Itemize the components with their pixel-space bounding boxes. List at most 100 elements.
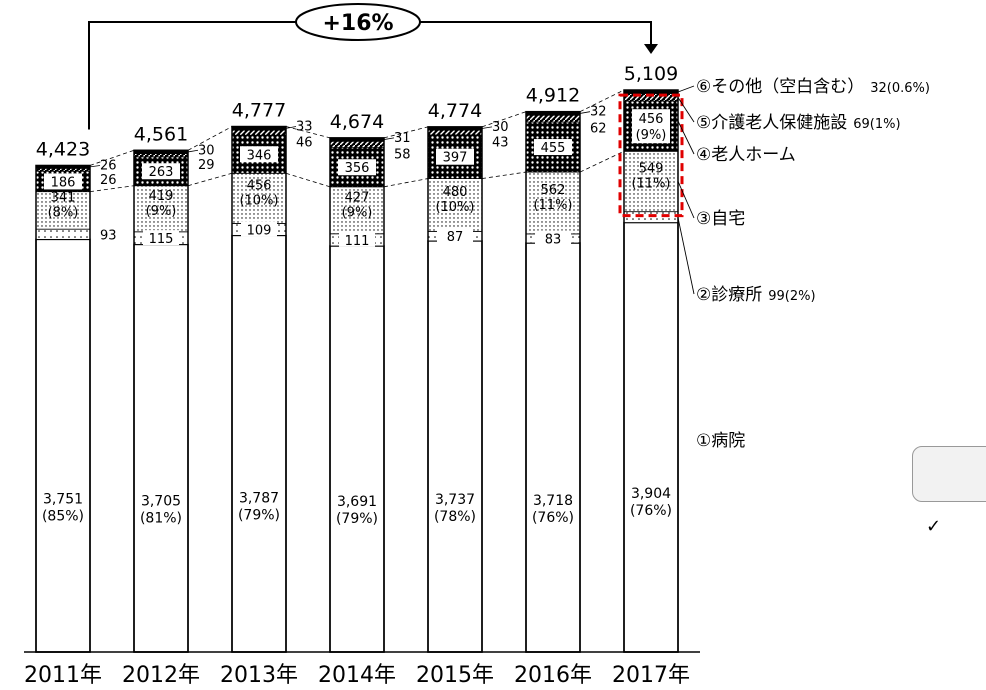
x-axis: 2011年 2012年 2013年 2014年 2015年 2016年 2017年 [24,651,700,688]
legend-name: ②診療所 [696,285,762,305]
overlay-button[interactable] [912,446,986,502]
total-label: 4,423 [36,138,90,160]
data-label: (76%) [532,510,574,526]
arrow-head-icon [644,44,658,55]
data-label: (9%) [636,128,667,143]
data-label: 83 [545,232,562,247]
data-label: 93 [100,228,117,243]
total-label: 4,674 [330,111,384,133]
data-label: (10%) [435,200,474,215]
legend-leader [677,97,695,123]
label-background [534,139,572,156]
data-label: 186 [51,175,76,190]
data-label: (8%) [48,205,79,220]
data-label: 33 [296,120,313,135]
checkmark-icon: ✓ [926,516,942,537]
connector-line [579,150,625,173]
bar-segment-1-2011年 [35,238,91,653]
bar-segment-3-2013年 [231,172,287,224]
data-label: 58 [394,147,411,162]
data-label: 62 [590,122,607,137]
legend-label: ②診療所 99(2%) [696,285,816,305]
x-tick-label: 2013年 [220,663,298,688]
data-label: 3,904 [631,486,671,502]
data-label: 109 [247,223,272,238]
legend-leader [677,85,695,93]
growth-badge [295,3,421,41]
label-background [437,228,473,244]
connector-line [481,111,527,128]
legend-label: ⑥その他（空白含む） 32(0.6%) [696,77,930,97]
data-label: 3,787 [239,490,279,506]
legend-label: ⑤介護老人保健施設 69(1%) [696,113,901,133]
data-label: 46 [296,136,313,151]
data-label: 3,737 [435,492,475,508]
data-label: 3,751 [43,492,83,508]
data-label: 346 [247,148,272,163]
bar-segment-3-2017年 [623,150,679,213]
data-label: (81%) [140,510,182,526]
legend-value: 69(1%) [853,117,900,132]
data-label: 3,718 [533,493,573,509]
data-label: (9%) [342,205,373,220]
legend-label: ③自宅 [696,209,745,229]
label-background [142,163,180,180]
data-label: 3,705 [141,493,181,509]
x-tick-label: 2015年 [416,663,494,688]
bar-segment-3-2011年 [35,191,91,230]
data-label: (79%) [238,507,280,523]
leader-line [481,126,493,129]
bar-segment-1-2014年 [329,245,385,653]
total-label: 5,109 [624,63,678,85]
label-background [143,230,179,246]
bar-segment-5-2011年 [35,167,91,172]
data-label: 427 [345,190,370,205]
legend-name: ①病院 [696,431,745,451]
data-label: (11%) [533,198,572,213]
connector-line [187,172,233,187]
legend-label: ④老人ホーム [696,145,796,165]
label-background [436,148,474,165]
data-label: 111 [345,234,370,249]
x-tick-label: 2014年 [318,663,396,688]
data-label: (10%) [239,193,278,208]
legend-name: ⑤介護老人保健施設 [696,113,847,133]
data-label: 356 [345,161,370,176]
connector-line [89,149,135,166]
data-label: 455 [541,141,566,156]
bar-segment-5-2016年 [525,114,581,123]
connector-line [579,89,625,113]
data-label: 263 [149,165,174,180]
data-label: (79%) [336,511,378,527]
data-label: 341 [51,190,76,205]
label-background [241,221,277,237]
bar-segment-5-2013年 [231,129,287,136]
total-label: 4,912 [526,85,580,107]
connector-lines [89,89,625,193]
data-label: 456 [247,178,272,193]
data-label: 115 [149,232,174,247]
data-label: (11%) [631,176,670,191]
label-background [632,109,670,144]
leader-line [187,149,199,153]
data-label: 456 [639,112,664,127]
total-label: 4,777 [232,100,286,122]
x-tick-label: 2012年 [122,663,200,688]
data-label: 26 [100,173,117,188]
x-tick-label: 2017年 [612,663,690,688]
bar-segment-3-2016年 [525,171,581,235]
data-label: (78%) [434,509,476,525]
data-label: 43 [492,136,509,151]
connector-line [383,178,429,188]
bar-segment-3-2015年 [427,178,483,232]
data-label: (9%) [146,204,177,219]
data-label: 549 [639,161,664,176]
data-label: 29 [198,158,215,173]
leader-line [285,126,297,129]
data-label: 397 [443,151,468,166]
legend-label: ①病院 [696,431,745,451]
total-label: 4,774 [428,100,482,122]
legend: ⑥その他（空白含む） 32(0.6%) ⑤介護老人保健施設 69(1%) ④老人ホーム ③… [677,77,930,451]
data-label: 31 [394,131,411,146]
